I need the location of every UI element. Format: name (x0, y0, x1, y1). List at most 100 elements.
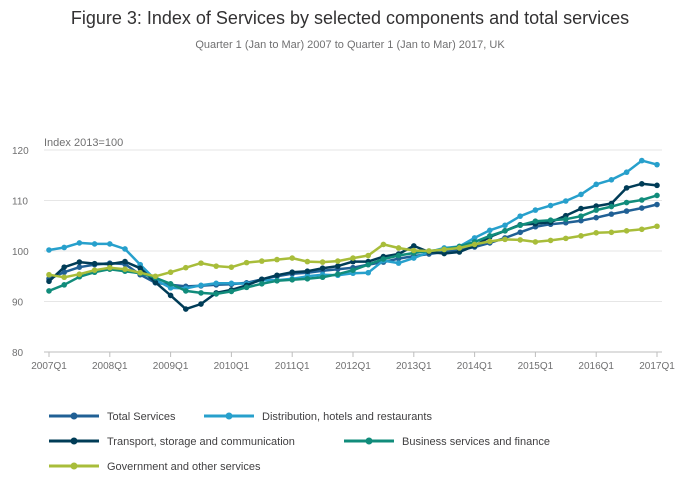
data-point[interactable] (578, 191, 584, 198)
data-point[interactable] (547, 217, 554, 223)
data-point[interactable] (91, 260, 98, 267)
data-point[interactable] (350, 267, 356, 273)
data-point[interactable] (441, 246, 448, 253)
data-point[interactable] (517, 237, 523, 243)
data-point[interactable] (654, 223, 660, 230)
data-point[interactable] (487, 233, 493, 239)
data-point[interactable] (46, 247, 52, 253)
data-point[interactable] (76, 264, 83, 270)
data-point[interactable] (213, 280, 219, 287)
legend-item[interactable]: Government and other services (49, 461, 261, 473)
data-point[interactable] (639, 157, 645, 164)
data-point[interactable] (274, 277, 280, 284)
data-point[interactable] (547, 202, 554, 209)
data-point[interactable] (61, 282, 67, 288)
data-point[interactable] (304, 258, 311, 265)
data-point[interactable] (547, 237, 554, 244)
data-point[interactable] (639, 181, 645, 187)
data-point[interactable] (46, 271, 52, 278)
data-point[interactable] (259, 258, 265, 264)
data-point[interactable] (304, 268, 311, 275)
data-point[interactable] (411, 247, 417, 254)
data-point[interactable] (167, 292, 174, 299)
data-point[interactable] (335, 263, 341, 269)
data-point[interactable] (365, 252, 372, 259)
data-point[interactable] (578, 213, 584, 219)
data-point[interactable] (441, 250, 448, 257)
data-point[interactable] (61, 244, 67, 251)
data-point[interactable] (623, 228, 630, 234)
data-point[interactable] (532, 239, 539, 245)
data-point[interactable] (639, 226, 645, 233)
data-point[interactable] (243, 284, 250, 291)
data-point[interactable] (654, 182, 660, 189)
data-point[interactable] (167, 285, 174, 291)
data-point[interactable] (487, 238, 493, 245)
data-point[interactable] (471, 235, 478, 241)
data-point[interactable] (289, 255, 296, 261)
data-point[interactable] (654, 192, 660, 199)
data-point[interactable] (623, 199, 630, 206)
data-point[interactable] (365, 269, 372, 276)
data-point[interactable] (198, 260, 204, 266)
data-point[interactable] (654, 201, 660, 208)
data-point[interactable] (167, 281, 174, 287)
data-point[interactable] (76, 259, 83, 265)
data-point[interactable] (319, 259, 326, 265)
data-point[interactable] (350, 255, 356, 261)
data-point[interactable] (395, 260, 402, 266)
data-point[interactable] (183, 306, 189, 312)
data-point[interactable] (198, 301, 204, 307)
data-point[interactable] (411, 243, 417, 249)
data-point[interactable] (274, 256, 280, 263)
data-point[interactable] (563, 216, 569, 222)
data-point[interactable] (61, 264, 67, 270)
data-point[interactable] (411, 255, 417, 261)
data-point[interactable] (608, 203, 615, 210)
data-point[interactable] (395, 245, 402, 251)
data-point[interactable] (623, 185, 630, 191)
data-point[interactable] (122, 246, 128, 252)
data-point[interactable] (213, 291, 219, 297)
data-point[interactable] (122, 266, 128, 272)
data-point[interactable] (319, 274, 326, 281)
data-point[interactable] (304, 275, 311, 282)
data-point[interactable] (228, 264, 235, 270)
data-point[interactable] (91, 241, 98, 247)
data-point[interactable] (122, 258, 128, 265)
data-point[interactable] (259, 276, 265, 283)
data-point[interactable] (137, 265, 143, 271)
data-point[interactable] (639, 197, 645, 203)
data-point[interactable] (654, 161, 660, 168)
data-point[interactable] (593, 214, 599, 221)
data-point[interactable] (198, 282, 204, 289)
data-point[interactable] (502, 222, 508, 229)
data-point[interactable] (502, 236, 508, 243)
data-point[interactable] (274, 272, 280, 279)
data-point[interactable] (593, 207, 599, 213)
data-point[interactable] (608, 211, 615, 217)
data-point[interactable] (183, 288, 189, 294)
data-point[interactable] (593, 230, 599, 236)
data-point[interactable] (456, 245, 463, 251)
data-point[interactable] (593, 181, 599, 188)
data-point[interactable] (213, 263, 219, 269)
data-point[interactable] (152, 279, 159, 286)
data-point[interactable] (517, 229, 523, 236)
data-point[interactable] (335, 258, 341, 264)
data-point[interactable] (91, 267, 98, 273)
legend-item[interactable]: Transport, storage and communication (49, 436, 295, 448)
data-point[interactable] (563, 235, 569, 242)
data-point[interactable] (532, 218, 539, 225)
data-point[interactable] (61, 269, 67, 276)
data-point[interactable] (167, 269, 174, 276)
data-point[interactable] (563, 198, 569, 204)
data-point[interactable] (380, 256, 387, 262)
data-point[interactable] (578, 233, 584, 239)
data-point[interactable] (593, 203, 599, 209)
data-point[interactable] (152, 273, 159, 280)
data-point[interactable] (137, 269, 143, 276)
data-point[interactable] (289, 269, 296, 276)
data-point[interactable] (289, 276, 296, 283)
data-point[interactable] (380, 241, 387, 248)
